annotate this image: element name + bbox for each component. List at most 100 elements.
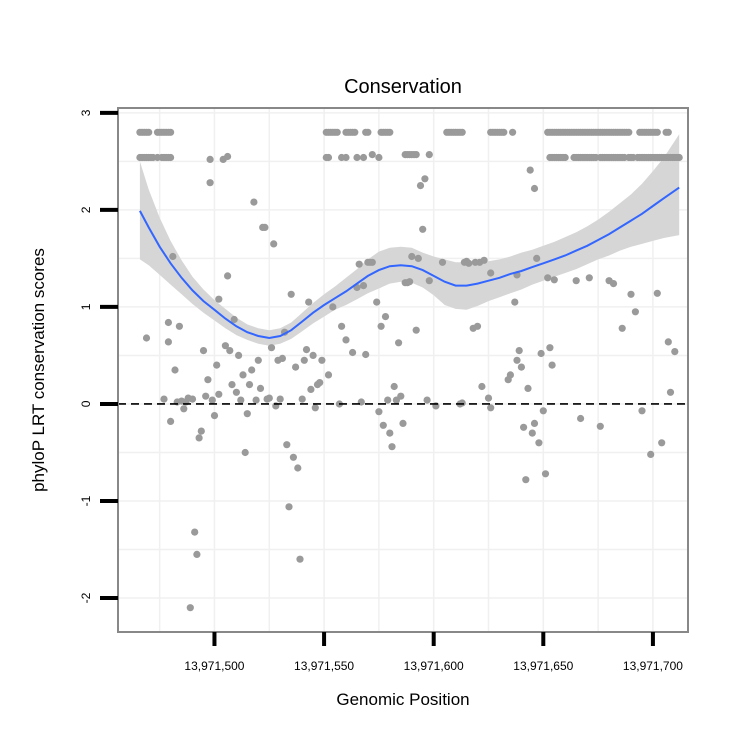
data-point [305, 298, 313, 306]
data-point [577, 414, 585, 423]
panel-border [117, 107, 689, 633]
data-point [289, 453, 297, 461]
data-point [188, 395, 197, 403]
data-point [210, 412, 219, 420]
x-axis: 13,971,500 13,971,550 13,971,600 13,971,650… [184, 632, 683, 673]
grid [118, 108, 688, 632]
data-point [416, 182, 425, 190]
y-tick-label: -1 [79, 495, 93, 506]
data-point [500, 128, 508, 136]
data-point [406, 278, 414, 286]
data-point [458, 128, 466, 136]
data-point [206, 155, 214, 163]
data-point [171, 366, 179, 374]
data-point [666, 388, 675, 396]
y-tick-label: 1 [79, 303, 93, 310]
data-point [671, 348, 679, 356]
data-point [647, 450, 655, 458]
data-point [342, 336, 350, 344]
data-point [544, 274, 552, 282]
data-point [239, 371, 247, 379]
data-point [199, 347, 208, 355]
data-point [287, 290, 295, 298]
data-point [283, 441, 291, 449]
data-point [390, 382, 398, 391]
data-point [520, 423, 528, 431]
data-point [213, 361, 221, 369]
data-point [627, 290, 635, 298]
data-point [414, 254, 422, 262]
data-point [638, 407, 646, 415]
data-point [359, 282, 368, 290]
data-point [191, 528, 199, 536]
data-point [513, 356, 521, 364]
data-point [373, 298, 381, 306]
data-point [515, 347, 523, 355]
data-point [388, 443, 396, 451]
y-tick-label: 2 [79, 206, 93, 213]
data-point [309, 351, 317, 359]
data-point [596, 422, 604, 430]
data-point [285, 503, 293, 511]
data-point [572, 277, 580, 285]
data-point [298, 395, 306, 403]
x-tick-label: 13,971,500 [184, 659, 244, 673]
data-point [228, 381, 236, 389]
data-point [506, 371, 514, 379]
data-point [324, 371, 333, 379]
data-point [526, 166, 534, 174]
data-point [473, 322, 482, 330]
data-point [175, 322, 183, 330]
y-axis-label: phyloP LRT conservation scores [29, 248, 48, 492]
data-point [256, 384, 265, 392]
data-point [324, 153, 333, 162]
data-point [243, 410, 251, 418]
data-point [522, 476, 530, 484]
data-point [508, 128, 517, 136]
data-point [465, 259, 473, 267]
data-point [226, 347, 234, 355]
data-point [180, 405, 188, 413]
data-point [160, 395, 168, 403]
data-point [653, 289, 661, 297]
data-point [202, 392, 210, 400]
data-point [419, 225, 427, 233]
x-tick-label: 13,971,550 [294, 659, 354, 673]
data-point [333, 128, 341, 136]
data-point [478, 382, 486, 391]
data-point [530, 184, 539, 193]
data-point [167, 128, 175, 136]
data-point [329, 303, 337, 311]
data-point [195, 434, 203, 442]
data-point [381, 313, 390, 321]
data-point [338, 322, 346, 330]
data-point [186, 604, 194, 612]
data-point [232, 388, 240, 396]
chart-title: Conservation [344, 76, 462, 98]
data-point [193, 550, 201, 559]
data-point [197, 427, 205, 435]
data-point [533, 254, 541, 262]
data-point [316, 379, 324, 387]
data-point [585, 274, 593, 282]
data-point [169, 252, 177, 261]
data-point [664, 128, 672, 136]
x-tick-label: 13,971,600 [404, 659, 464, 673]
smooth-trend-line [139, 186, 680, 340]
data-point [458, 399, 466, 407]
data-point [379, 421, 387, 429]
data-point [412, 151, 420, 159]
data-point [254, 356, 262, 364]
data-point [386, 429, 394, 437]
data-point [395, 339, 403, 347]
data-point [164, 318, 172, 327]
data-point [625, 128, 633, 136]
data-point [541, 470, 550, 478]
data-point [307, 385, 315, 393]
data-point [359, 153, 368, 162]
data-point [145, 128, 153, 136]
data-point [535, 439, 543, 447]
data-point [353, 153, 361, 162]
data-point [311, 404, 319, 412]
